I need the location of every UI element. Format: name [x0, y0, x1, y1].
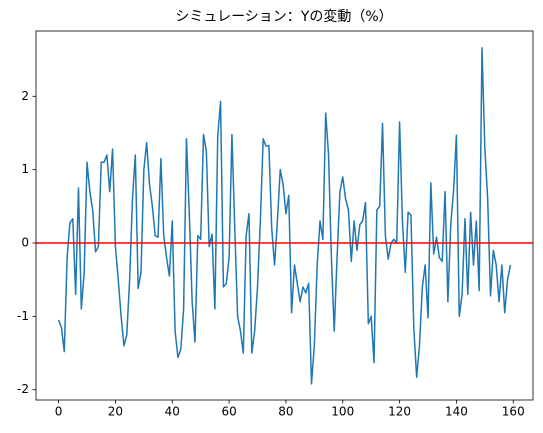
y-tick-label: -2	[17, 382, 29, 396]
x-tick-label: 40	[165, 405, 180, 419]
line-series	[57, 47, 512, 385]
y-tick-label: 2	[21, 89, 29, 103]
x-tick-label: 60	[221, 405, 236, 419]
plot-frame	[35, 30, 534, 401]
x-tick-label: 80	[278, 405, 293, 419]
x-tick-label: 120	[388, 405, 411, 419]
y-tick-label: 1	[21, 162, 29, 176]
y-tick-label: -1	[17, 309, 29, 323]
y-tick-label: 0	[21, 236, 29, 250]
x-tick-label: 20	[108, 405, 123, 419]
x-tick-label: 100	[331, 405, 354, 419]
x-tick-label: 0	[55, 405, 63, 419]
x-tick-label: 140	[445, 405, 468, 419]
chart-title: シミュレーション：Yの変動（%）	[175, 8, 392, 25]
x-tick-label: 160	[502, 405, 525, 419]
